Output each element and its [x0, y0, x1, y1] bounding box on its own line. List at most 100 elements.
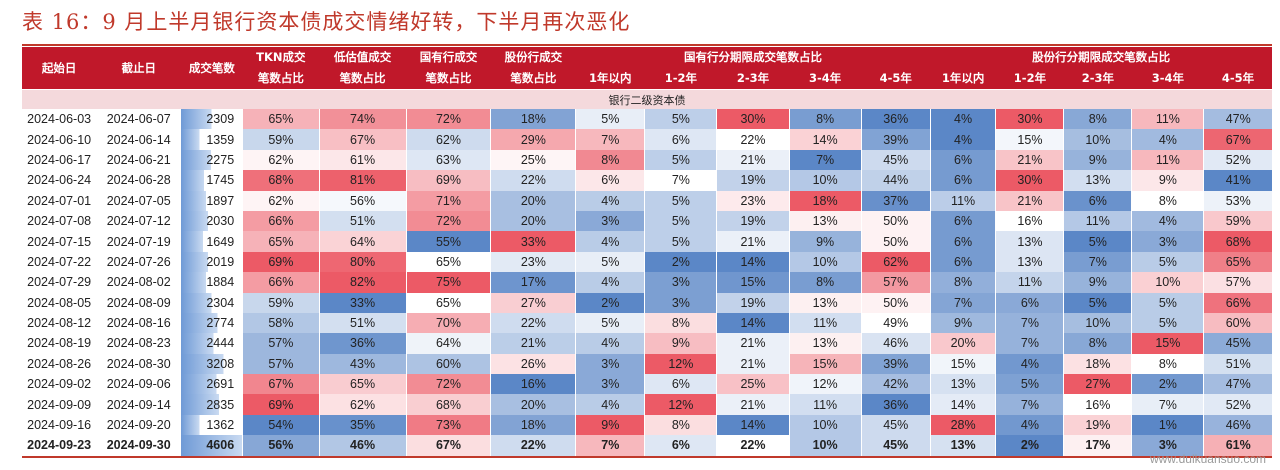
cell-joint-term-share: 6% [995, 292, 1064, 313]
cell-tkn-share: 68% [242, 170, 320, 191]
col-low-line2: 笔数占比 [319, 68, 407, 90]
cell-start-date: 2024-09-23 [22, 435, 97, 457]
cell-state-bank-share: 70% [405, 312, 491, 334]
cell-joint-term-share: 13% [929, 374, 996, 395]
cell-state-term-share: 2% [575, 292, 645, 313]
cell-tkn-share: 66% [242, 272, 320, 293]
cell-joint-term-share: 15% [995, 129, 1064, 150]
cell-state-term-share: 36% [860, 109, 931, 130]
cell-low-valuation-share: 67% [318, 129, 407, 150]
cell-state-term-share: 15% [716, 272, 790, 293]
cell-end-date: 2024-08-16 [96, 312, 182, 334]
cell-joint-term-share: 61% [1203, 435, 1272, 457]
cell-joint-term-share: 14% [929, 394, 996, 415]
cell-joint-term-share: 13% [995, 231, 1064, 252]
cell-state-bank-share: 62% [405, 129, 491, 150]
cell-state-term-share: 45% [860, 414, 931, 436]
cell-joint-term-share: 5% [1063, 292, 1132, 313]
cell-low-valuation-share: 61% [318, 149, 407, 171]
cell-start-date: 2024-08-05 [22, 292, 97, 313]
cell-state-term-share: 5% [575, 109, 645, 130]
cell-joint-term-share: 4% [995, 353, 1064, 375]
cell-joint-bank-share: 16% [490, 374, 576, 395]
cell-joint-term-share: 51% [1203, 353, 1272, 375]
cell-start-date: 2024-07-22 [22, 251, 97, 273]
col-state-line1: 国有行成交 [406, 47, 491, 68]
cell-joint-term-share: 17% [1063, 435, 1132, 457]
cell-tkn-share: 58% [242, 312, 320, 334]
cell-state-term-share: 8% [644, 414, 717, 436]
cell-state-term-share: 14% [788, 129, 862, 150]
cell-joint-term-share: 5% [1131, 312, 1204, 334]
cell-joint-bank-share: 22% [490, 435, 576, 457]
cell-joint-term-share: 3% [1131, 435, 1204, 457]
table-row: 2024-08-05 2024-08-09 2304 59% 33% 65% 27% 2% 3%… [22, 292, 1272, 313]
cell-low-valuation-share: 33% [318, 292, 407, 313]
cell-joint-term-share: 47% [1203, 374, 1272, 395]
cell-trade-count: 2444 [181, 333, 243, 354]
cell-state-term-share: 14% [716, 312, 790, 334]
table-row: 2024-06-24 2024-06-28 1745 68% 81% 69% 22% 6% 7%… [22, 170, 1272, 191]
cell-low-valuation-share: 35% [318, 414, 407, 436]
cell-state-term-share: 14% [716, 414, 790, 436]
cell-tkn-share: 59% [242, 129, 320, 150]
cell-joint-term-share: 11% [1063, 210, 1132, 232]
cell-start-date: 2024-06-03 [22, 109, 97, 130]
joint-term-3: 2-3年 [1063, 68, 1132, 90]
cell-state-term-share: 6% [644, 435, 717, 457]
cell-low-valuation-share: 62% [318, 394, 407, 415]
cell-state-term-share: 9% [788, 231, 862, 252]
joint-term-2: 1-2年 [995, 68, 1064, 90]
cell-start-date: 2024-09-16 [22, 414, 97, 436]
state-term-4: 3-4年 [789, 68, 862, 90]
cell-joint-term-share: 5% [995, 374, 1064, 395]
cell-state-term-share: 13% [788, 333, 862, 354]
cell-joint-term-share: 16% [995, 210, 1064, 232]
table-row: 2024-07-01 2024-07-05 1897 62% 56% 71% 20% 4% 5%… [22, 190, 1272, 211]
cell-state-term-share: 7% [575, 435, 645, 457]
cell-state-term-share: 23% [716, 190, 790, 211]
cell-trade-count: 1897 [181, 190, 243, 211]
cell-state-term-share: 19% [716, 210, 790, 232]
cell-state-term-share: 12% [644, 394, 717, 415]
cell-state-term-share: 12% [644, 353, 717, 375]
table-row: 2024-07-22 2024-07-26 2019 69% 80% 65% 23% 5% 2%… [22, 251, 1272, 273]
cell-joint-term-share: 30% [995, 109, 1064, 130]
cell-trade-count: 4606 [181, 435, 243, 457]
cell-trade-count: 2309 [181, 109, 243, 130]
cell-joint-term-share: 7% [1063, 251, 1132, 273]
col-trade-count: 成交笔数 [181, 47, 243, 90]
cell-state-term-share: 45% [860, 435, 931, 457]
cell-low-valuation-share: 64% [318, 231, 407, 252]
cell-joint-term-share: 1% [1131, 414, 1204, 436]
state-term-5: 4-5年 [861, 68, 931, 90]
cell-joint-term-share: 7% [995, 333, 1064, 354]
cell-joint-term-share: 60% [1203, 312, 1272, 334]
cell-joint-term-share: 9% [929, 312, 996, 334]
cell-joint-term-share: 52% [1203, 394, 1272, 415]
cell-joint-term-share: 67% [1203, 129, 1272, 150]
cell-joint-term-share: 6% [929, 149, 996, 171]
cell-state-term-share: 21% [716, 394, 790, 415]
cell-low-valuation-share: 74% [318, 109, 407, 130]
cell-tkn-share: 57% [242, 333, 320, 354]
cell-tkn-share: 69% [242, 251, 320, 273]
cell-joint-term-share: 9% [1131, 170, 1204, 191]
cell-tkn-share: 62% [242, 149, 320, 171]
cell-trade-count: 1362 [181, 414, 243, 436]
cell-state-term-share: 9% [644, 333, 717, 354]
title-rule [22, 44, 1272, 46]
cell-joint-term-share: 27% [1063, 374, 1132, 395]
cell-state-bank-share: 67% [405, 435, 491, 457]
cell-tkn-share: 62% [242, 190, 320, 211]
cell-tkn-share: 59% [242, 292, 320, 313]
cell-state-term-share: 57% [860, 272, 931, 293]
cell-joint-term-share: 4% [929, 109, 996, 130]
cell-start-date: 2024-08-12 [22, 312, 97, 334]
cell-joint-term-share: 7% [995, 394, 1064, 415]
cell-trade-count: 2691 [181, 374, 243, 395]
cell-joint-bank-share: 25% [490, 149, 576, 171]
col-tkn-line2: 笔数占比 [242, 68, 320, 90]
cell-joint-term-share: 7% [929, 292, 996, 313]
cell-joint-term-share: 2% [995, 435, 1064, 457]
